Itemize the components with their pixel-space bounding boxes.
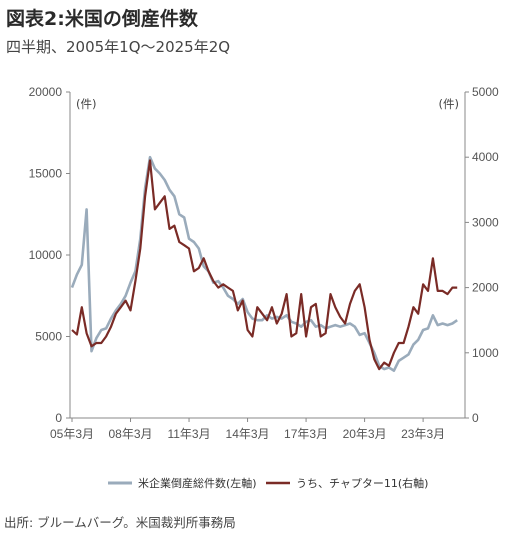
right-tick-label: 1000 <box>472 346 499 360</box>
chart-title: 図表2:米国の倒産件数 <box>6 8 198 30</box>
x-tick-label: 23年3月 <box>401 427 445 441</box>
left-tick-label: 5000 <box>35 330 62 344</box>
x-tick-label: 20年3月 <box>343 427 387 441</box>
source-note: 出所: ブルームバーグ。米国裁判所事務局 <box>4 515 236 530</box>
x-tick-label: 05年3月 <box>50 427 94 441</box>
legend-item-total-label: 米企業倒産総件数(左軸) <box>138 476 257 490</box>
series-line-total <box>70 155 458 373</box>
left-tick-label: 10000 <box>29 248 63 262</box>
x-tick-label: 14年3月 <box>226 427 270 441</box>
x-tick-label: 17年3月 <box>284 427 328 441</box>
x-tick-label: 11年3月 <box>167 427 210 441</box>
right-tick-label: 2000 <box>472 281 499 295</box>
left-tick-label: 15000 <box>29 167 63 181</box>
right-tick-label: 3000 <box>472 215 499 229</box>
series-layer <box>70 155 458 373</box>
left-tick-label: 0 <box>55 411 62 425</box>
chart-subtitle: 四半期、2005年1Q〜2025年2Q <box>6 38 231 56</box>
right-tick-label: 5000 <box>472 85 499 99</box>
right-axis-unit: (件) <box>439 97 459 111</box>
right-tick-label: 4000 <box>472 150 499 164</box>
right-tick-label: 0 <box>472 411 479 425</box>
legend-item-chapter11-label: うち、チャプター11(右軸) <box>296 476 428 490</box>
left-tick-label: 20000 <box>29 85 63 99</box>
axes: 0 5000 10000 15000 20000 0 1000 2000 3000 4000 500… <box>29 85 499 441</box>
series-line-chapter11 <box>71 159 458 371</box>
left-axis-unit: (件) <box>76 97 96 111</box>
x-tick-label: 08年3月 <box>109 427 153 441</box>
legend: 米企業倒産総件数(左軸) うち、チャプター11(右軸) <box>108 476 428 490</box>
